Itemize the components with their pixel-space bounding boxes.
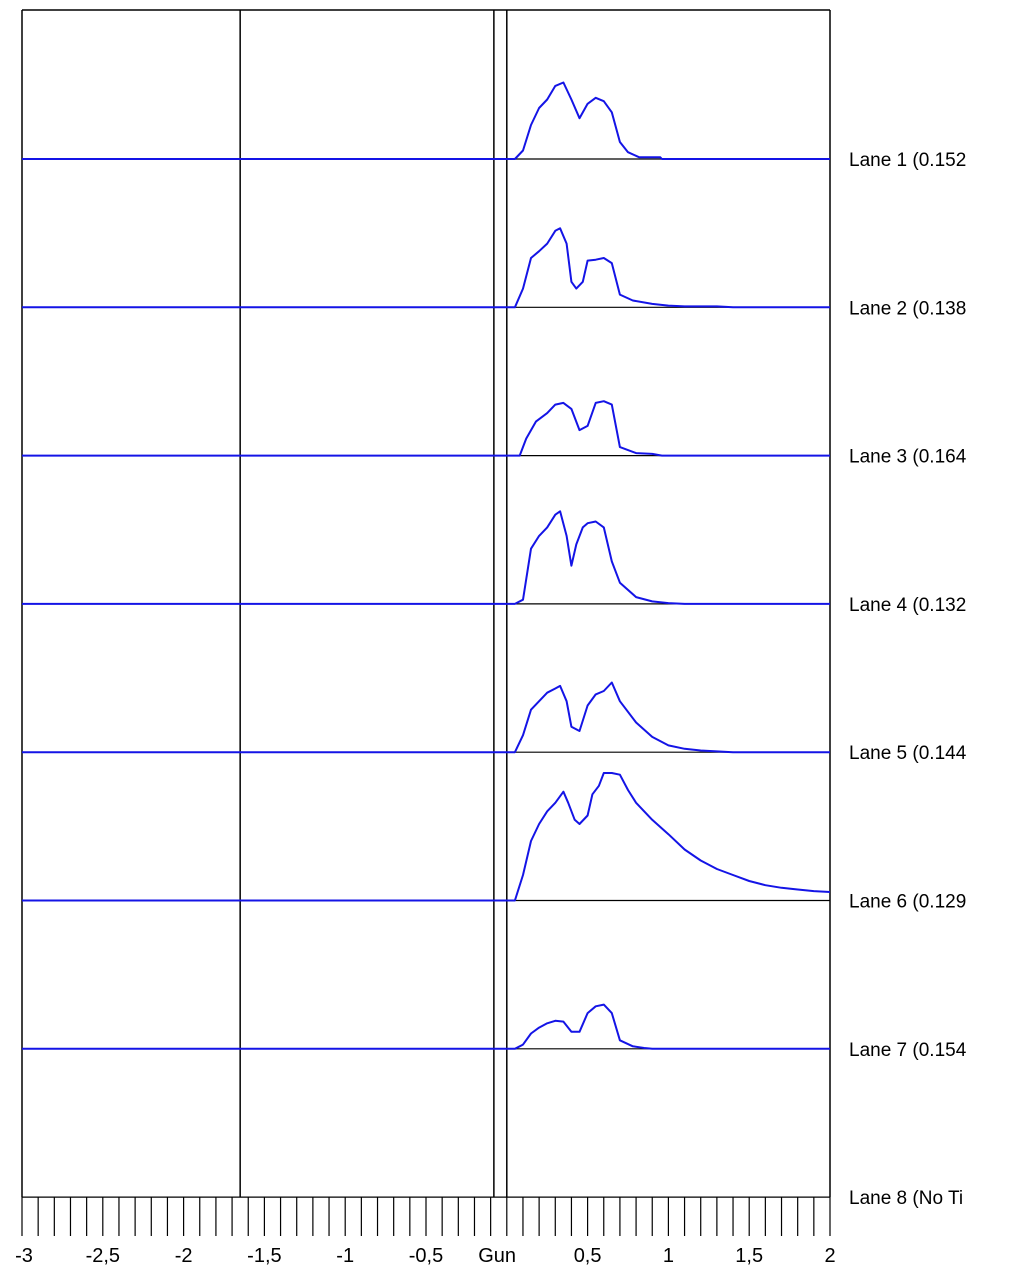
lane-label-3: Lane 3 (0.164: [849, 447, 967, 468]
lane-trace-2: [22, 227, 830, 309]
x-tick-label: Gun: [478, 1245, 516, 1267]
lane-label-1: Lane 1 (0.152: [849, 150, 966, 171]
lane-label-6: Lane 6 (0.129: [849, 892, 966, 913]
lane-traces: [22, 81, 831, 1050]
x-tick-label: -2: [175, 1245, 193, 1267]
lane-label-8: Lane 8 (No Ti: [849, 1188, 963, 1209]
lane-trace-3: [22, 400, 830, 457]
x-axis: -3 -2,5 -2 -1,5 -1 -0,5 Gun 0,5 1 1,5 2: [15, 1197, 836, 1267]
x-tick-label: 2: [824, 1245, 835, 1267]
lane-labels: Lane 1 (0.152 Lane 2 (0.138 Lane 3 (0.164 L…: [849, 150, 967, 1209]
x-tick-label: 0,5: [574, 1245, 602, 1267]
x-tick-label: -1: [336, 1245, 354, 1267]
lane-trace-1: [22, 81, 830, 160]
x-tick-label: -1,5: [247, 1245, 281, 1267]
lane-trace-7: [22, 1003, 830, 1050]
x-tick-label: -2,5: [86, 1245, 120, 1267]
lane-label-2: Lane 2 (0.138: [849, 298, 966, 319]
lane-trace-6: [22, 772, 831, 902]
lane-trace-5: [22, 681, 830, 754]
lane-label-5: Lane 5 (0.144: [849, 743, 967, 764]
lane-label-4: Lane 4 (0.132: [849, 595, 966, 616]
lane-label-7: Lane 7 (0.154: [849, 1040, 967, 1061]
x-tick-label: -0,5: [409, 1245, 443, 1267]
lane-trace-4: [22, 510, 830, 605]
x-tick-label: 1: [663, 1245, 674, 1267]
x-tick-label: 1,5: [735, 1245, 763, 1267]
x-tick-label: -3: [15, 1245, 33, 1267]
